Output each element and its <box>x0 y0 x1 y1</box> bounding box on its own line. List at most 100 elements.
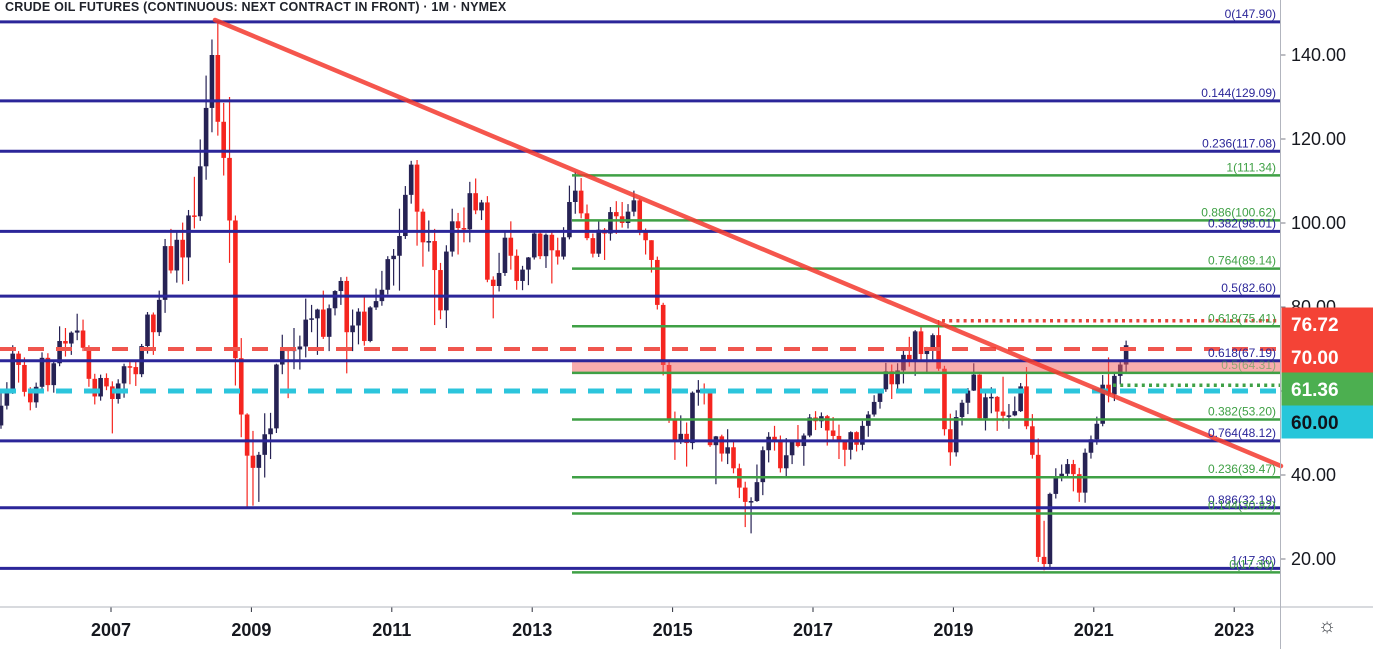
settings-gear-icon[interactable]: ☼ <box>1317 614 1337 637</box>
candle-body <box>614 212 619 217</box>
candle-body <box>4 388 10 406</box>
candle-body <box>414 164 420 212</box>
candle-body <box>953 417 959 453</box>
fib-level-label: 0.144(30.82) <box>1208 499 1276 513</box>
price-tick-label: 100.00 <box>1291 213 1346 233</box>
candle-body <box>485 202 490 280</box>
candle-body <box>795 440 801 447</box>
year-tick-label: 2023 <box>1214 620 1254 640</box>
candle-body <box>830 430 836 436</box>
year-tick-label: 2015 <box>653 620 693 640</box>
candle-body <box>1100 384 1105 424</box>
candle-body <box>924 349 930 355</box>
candle-body <box>1018 386 1023 412</box>
fib-level-label: 1(17.30) <box>1231 553 1276 567</box>
year-tick-label: 2021 <box>1074 620 1114 640</box>
year-tick-label: 2011 <box>372 620 411 640</box>
candle-body <box>326 308 332 337</box>
candle-body <box>1035 454 1041 557</box>
candle-body <box>965 390 971 403</box>
candle-body <box>444 251 449 311</box>
candle-body <box>397 236 402 256</box>
candle-body <box>1071 464 1076 475</box>
candle-body <box>655 259 660 305</box>
candle-body <box>649 240 654 260</box>
candle-body <box>590 238 596 254</box>
candles-layer <box>0 21 1129 571</box>
price-badge[interactable] <box>1281 405 1373 439</box>
price-tick-label: 20.00 <box>1291 549 1336 569</box>
candle-body <box>121 366 127 384</box>
price-tick-label: 40.00 <box>1291 465 1336 485</box>
fib-level-label: 0.236(39.47) <box>1208 462 1276 476</box>
candle-body <box>760 450 766 483</box>
time-axis[interactable]: 2007 2009 2011 2013 2015 2017 2019 2021 2023 <box>91 607 1254 640</box>
candle-body <box>162 246 168 300</box>
descending-red-trendline[interactable] <box>212 17 1284 469</box>
candle-body <box>256 454 262 468</box>
candle-body <box>930 335 936 350</box>
candle-body <box>1123 345 1129 365</box>
candle-body <box>22 364 27 392</box>
candle-body <box>1012 411 1018 416</box>
fib-level-label: 0.764(89.14) <box>1208 254 1276 268</box>
candle-body <box>994 396 1000 412</box>
candle-body <box>332 291 338 309</box>
price-tick-label: 120.00 <box>1291 129 1346 149</box>
candle-body <box>631 200 637 212</box>
candle-body <box>983 397 988 419</box>
candle-body <box>660 304 666 365</box>
fib-secondary-green-lines <box>572 174 1281 574</box>
candle-body <box>766 436 771 451</box>
price-badge[interactable] <box>1281 307 1373 341</box>
candle-body <box>92 378 98 397</box>
candle-body <box>420 211 426 243</box>
year-tick-label: 2007 <box>91 620 131 640</box>
candle-body <box>520 269 525 281</box>
fib-secondary-green-labels: 1(111.34) 0.886(100.62) 0.764(89.14) 0.618(… <box>1201 160 1276 571</box>
candle-body <box>836 435 842 441</box>
candle-body <box>959 402 965 418</box>
candle-body <box>215 55 221 122</box>
candle-body <box>145 314 150 347</box>
candle-body <box>578 190 584 214</box>
candle-body <box>1106 384 1111 395</box>
candle-body <box>567 202 572 238</box>
candle-body <box>502 237 508 273</box>
candle-body <box>268 428 273 435</box>
candle-body <box>432 241 437 271</box>
candle-body <box>877 389 883 402</box>
candle-body <box>403 194 408 237</box>
candle-body <box>608 212 613 234</box>
candle-body <box>104 377 109 387</box>
candle-body <box>356 311 361 326</box>
candle-body <box>490 279 496 286</box>
candle-body <box>156 299 162 333</box>
fib-level-label: 0.886(100.62) <box>1201 205 1276 219</box>
price-tick-label: 140.00 <box>1291 45 1346 65</box>
price-badge[interactable] <box>1281 340 1373 374</box>
chart-title: CRUDE OIL FUTURES (CONTINUOUS: NEXT CONT… <box>5 0 507 14</box>
candle-body <box>1059 473 1064 478</box>
candle-body <box>1041 556 1047 565</box>
candle-body <box>262 434 267 455</box>
candle-body <box>408 164 414 195</box>
candle-body <box>203 107 209 167</box>
fib-level-label: 0.618(67.19) <box>1208 346 1276 360</box>
candle-body <box>1024 386 1029 427</box>
candle-body <box>367 307 373 342</box>
candle-body <box>789 440 795 456</box>
candle-body <box>871 401 877 415</box>
price-badge-label: 76.72 <box>1291 315 1339 336</box>
candle-body <box>543 234 549 257</box>
year-tick-label: 2013 <box>512 620 552 640</box>
candle-body <box>98 377 103 397</box>
candle-body <box>643 230 648 241</box>
candle-body <box>192 215 197 217</box>
candle-body <box>238 358 244 415</box>
candle-body <box>1088 439 1094 453</box>
candle-body <box>297 346 303 350</box>
price-badge[interactable] <box>1281 372 1373 406</box>
